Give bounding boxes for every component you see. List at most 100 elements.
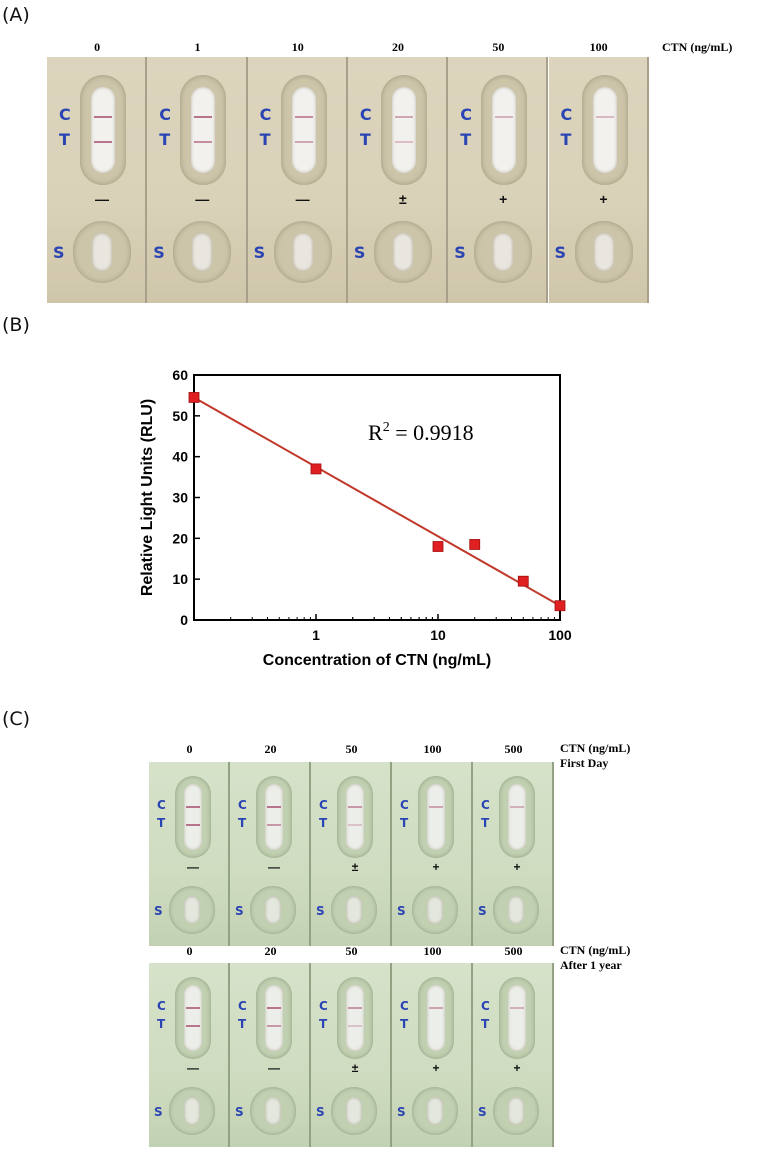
marker-letter-t: T bbox=[460, 130, 472, 149]
sample-pad bbox=[508, 896, 524, 924]
test-line bbox=[186, 824, 200, 826]
sample-pad bbox=[593, 233, 614, 271]
sample-well bbox=[173, 221, 232, 283]
marker-letter-c: C bbox=[319, 999, 328, 1013]
control-line bbox=[186, 806, 200, 808]
control-line bbox=[186, 1007, 200, 1009]
result-sign: + bbox=[513, 860, 521, 874]
marker-letter-c: C bbox=[157, 798, 166, 812]
test-cassette: C T + S bbox=[548, 57, 649, 303]
result-window bbox=[256, 977, 292, 1059]
sample-pad bbox=[92, 233, 112, 271]
sample-pad bbox=[346, 1097, 362, 1125]
y-axis-label: Relative Light Units (RLU) bbox=[139, 399, 156, 596]
result-sign: ± bbox=[351, 860, 359, 874]
data-point bbox=[469, 539, 481, 550]
sample-well bbox=[412, 1087, 458, 1135]
result-window bbox=[481, 75, 528, 185]
test-cassette: C T — S bbox=[230, 762, 311, 946]
sample-well bbox=[574, 221, 633, 283]
test-membrane bbox=[91, 87, 115, 173]
test-membrane bbox=[184, 784, 202, 850]
result-window bbox=[499, 977, 535, 1059]
panel-c-timepoint-label: First Day bbox=[560, 756, 609, 770]
test-line bbox=[194, 141, 213, 143]
result-window bbox=[180, 75, 227, 185]
result-window bbox=[280, 75, 327, 185]
marker-letter-c: C bbox=[59, 105, 71, 124]
marker-letter-t: T bbox=[400, 816, 409, 830]
marker-letter-t: T bbox=[238, 1017, 247, 1031]
result-window bbox=[80, 75, 126, 185]
sample-pad bbox=[427, 1097, 443, 1125]
marker-letter-c: C bbox=[400, 798, 409, 812]
marker-letter-c: C bbox=[359, 105, 372, 124]
marker-letter-s: S bbox=[397, 904, 406, 918]
control-line bbox=[429, 806, 443, 808]
panel-b-label: (B) bbox=[2, 314, 30, 336]
panel-c-concentration-label: 500 bbox=[504, 742, 523, 756]
x-tick-label: 10 bbox=[430, 627, 446, 643]
data-point bbox=[517, 575, 529, 587]
marker-letter-t: T bbox=[400, 1017, 409, 1031]
test-line bbox=[186, 1025, 200, 1027]
marker-letter-t: T bbox=[481, 816, 490, 830]
sample-pad bbox=[192, 233, 213, 271]
marker-letter-c: C bbox=[157, 999, 166, 1013]
panel-c-unit-label: CTN (ng/mL) bbox=[560, 741, 631, 755]
marker-letter-t: T bbox=[359, 130, 371, 149]
result-sign: — bbox=[268, 860, 280, 874]
result-sign: — bbox=[268, 1061, 280, 1075]
sample-pad bbox=[265, 896, 281, 924]
result-window bbox=[581, 75, 628, 185]
panel-a-concentration-label: 50 bbox=[492, 40, 505, 54]
panel-a-concentration-label: 20 bbox=[392, 40, 405, 54]
sample-well bbox=[331, 886, 377, 934]
test-membrane bbox=[346, 784, 364, 850]
panel-c-strip-row: C T — S C T — S C T ± S C T + S C T + S bbox=[149, 963, 554, 1147]
marker-letter-s: S bbox=[154, 904, 163, 918]
test-cassette: C T — S bbox=[47, 57, 148, 303]
result-window bbox=[499, 776, 535, 858]
marker-letter-c: C bbox=[159, 105, 172, 124]
test-membrane bbox=[508, 784, 526, 850]
result-sign: — bbox=[95, 191, 109, 207]
sample-pad bbox=[265, 1097, 281, 1125]
sample-well bbox=[250, 1087, 296, 1135]
data-point bbox=[310, 463, 322, 475]
panel-c-timepoint-label: After 1 year bbox=[560, 958, 622, 972]
marker-letter-s: S bbox=[316, 1105, 325, 1119]
test-line bbox=[348, 824, 362, 826]
marker-letter-c: C bbox=[400, 999, 409, 1013]
panel-c-concentration-label: 0 bbox=[186, 944, 193, 958]
marker-letter-t: T bbox=[259, 130, 271, 149]
test-cassette: C T + S bbox=[392, 963, 473, 1147]
marker-letter-s: S bbox=[235, 1105, 244, 1119]
marker-letter-s: S bbox=[478, 1105, 487, 1119]
control-line bbox=[510, 1007, 524, 1009]
sample-pad bbox=[184, 1097, 200, 1125]
sample-pad bbox=[392, 233, 413, 271]
marker-letter-s: S bbox=[397, 1105, 406, 1119]
sample-well bbox=[412, 886, 458, 934]
result-sign: — bbox=[195, 191, 210, 207]
panel-a-concentration-label: 0 bbox=[94, 40, 101, 54]
result-sign: + bbox=[499, 191, 508, 207]
test-cassette: C T + S bbox=[473, 963, 554, 1147]
test-membrane bbox=[508, 985, 526, 1051]
test-membrane bbox=[265, 784, 283, 850]
panel-a-test-strip-photo: C T — S C T — S C T — S C T ± S C T + S C T + S bbox=[47, 57, 649, 303]
sample-well bbox=[493, 1087, 539, 1135]
marker-letter-c: C bbox=[481, 999, 490, 1013]
sample-well bbox=[250, 886, 296, 934]
marker-letter-t: T bbox=[319, 1017, 328, 1031]
sample-pad bbox=[346, 896, 362, 924]
test-cassette: C T ± S bbox=[311, 762, 392, 946]
control-line bbox=[394, 116, 413, 118]
result-sign: + bbox=[599, 191, 608, 207]
panel-c-concentration-label: 50 bbox=[345, 944, 358, 958]
test-cassette: C T + S bbox=[473, 762, 554, 946]
marker-letter-c: C bbox=[560, 105, 573, 124]
panel-a-concentration-label: 10 bbox=[291, 40, 304, 54]
x-tick-label: 1 bbox=[312, 627, 320, 643]
